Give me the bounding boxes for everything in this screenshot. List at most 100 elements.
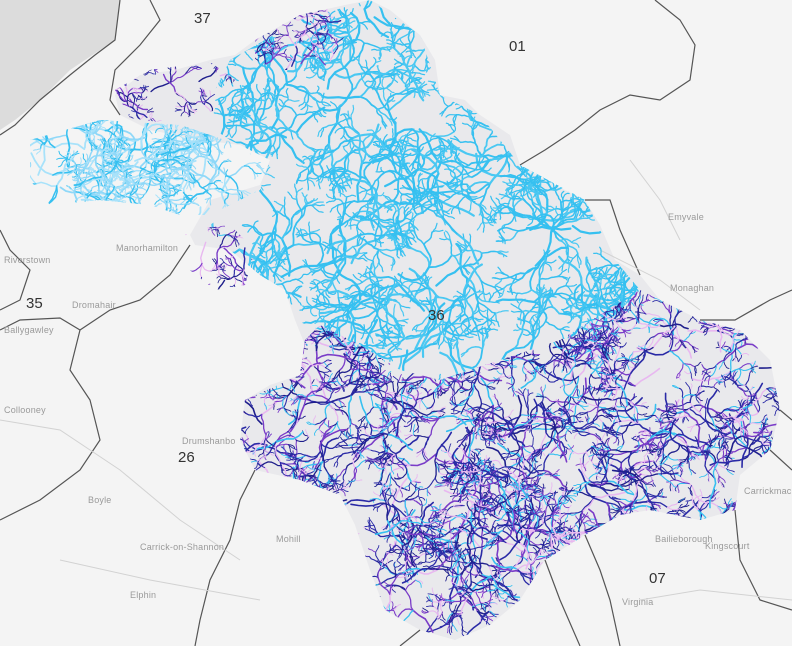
river-segment xyxy=(402,234,409,248)
river-segment xyxy=(570,17,583,27)
river-segment xyxy=(562,114,569,125)
river-segment xyxy=(350,104,355,120)
river-segment xyxy=(583,100,594,108)
river-segment xyxy=(234,109,241,119)
river-segment xyxy=(590,158,602,173)
river-segment xyxy=(291,285,303,295)
river-segment xyxy=(417,146,421,170)
river-segment xyxy=(252,289,266,302)
river-segment xyxy=(651,202,657,209)
river-segment xyxy=(537,36,551,40)
river-segment xyxy=(546,289,552,302)
river-segment xyxy=(309,61,316,70)
river-segment xyxy=(569,103,575,122)
river-segment xyxy=(567,57,577,66)
river-segment xyxy=(567,315,574,324)
river-segment xyxy=(501,133,511,139)
river-segment xyxy=(609,186,636,202)
river-segment xyxy=(330,0,336,8)
river-segment xyxy=(636,270,640,278)
river-segment xyxy=(618,24,625,37)
river-segment xyxy=(567,30,577,39)
river-segment xyxy=(269,255,278,265)
river-segment xyxy=(501,204,518,214)
river-segment xyxy=(466,181,491,191)
river-segment xyxy=(255,276,266,284)
river-segment xyxy=(323,306,338,318)
river-segment xyxy=(488,301,500,304)
river-segment xyxy=(156,214,163,215)
river-segment xyxy=(534,81,560,93)
river-segment xyxy=(516,212,544,221)
river-segment xyxy=(527,62,534,73)
river-segment xyxy=(178,271,182,280)
river-segment xyxy=(495,208,503,217)
river-segment xyxy=(394,319,401,331)
river-segment xyxy=(618,76,633,85)
river-segment xyxy=(200,11,208,14)
river-segment xyxy=(442,423,452,426)
river-segment xyxy=(452,325,462,334)
river-segment xyxy=(609,36,625,47)
river-segment xyxy=(232,298,240,315)
river-segment xyxy=(187,262,189,269)
river-segment xyxy=(273,95,278,117)
river-segment xyxy=(166,254,173,258)
river-segment xyxy=(373,215,388,224)
river-segment xyxy=(13,175,15,181)
river-segment xyxy=(220,358,240,373)
river-segment xyxy=(534,231,553,267)
river-segment xyxy=(456,0,481,7)
river-segment xyxy=(394,62,403,66)
river-segment xyxy=(376,160,382,172)
river-segment xyxy=(681,55,684,63)
river-segment xyxy=(253,171,256,180)
river-segment xyxy=(325,351,335,361)
river-segment xyxy=(519,30,541,41)
river-segment xyxy=(324,51,330,62)
river-segment xyxy=(127,245,134,247)
river-segment xyxy=(706,213,714,222)
river-segment xyxy=(563,39,573,43)
river-segment xyxy=(293,204,313,216)
river-segment xyxy=(319,159,324,168)
river-segment xyxy=(331,245,343,259)
river-segment xyxy=(0,148,4,149)
river-segment xyxy=(487,30,502,39)
river-segment xyxy=(659,73,666,80)
river-segment xyxy=(393,215,399,227)
river-segment xyxy=(542,160,547,174)
river-segment xyxy=(132,376,144,384)
river-segment xyxy=(156,276,163,281)
river-segment xyxy=(584,130,589,142)
river-segment xyxy=(240,287,258,293)
river-segment xyxy=(169,236,172,243)
river-segment xyxy=(392,199,410,205)
river-segment xyxy=(267,342,273,353)
river-segment xyxy=(462,265,471,274)
river-segment xyxy=(39,110,45,116)
river-segment xyxy=(358,62,367,75)
river-segment xyxy=(502,181,515,186)
river-segment xyxy=(610,24,634,55)
river-segment xyxy=(154,248,159,256)
river-segment xyxy=(631,135,640,143)
river-segment xyxy=(126,383,133,387)
river-segment xyxy=(182,315,190,319)
river-segment xyxy=(236,385,252,402)
river-segment xyxy=(308,221,311,234)
river-segment xyxy=(123,384,132,388)
river-segment xyxy=(664,60,685,74)
river-segment xyxy=(209,352,221,359)
river-segment xyxy=(164,383,178,391)
river-segment xyxy=(669,148,670,157)
river-segment xyxy=(539,297,545,317)
river-segment xyxy=(316,72,325,81)
river-segment xyxy=(73,214,77,215)
river-segment xyxy=(496,251,505,258)
river-segment xyxy=(175,13,184,16)
river-segment xyxy=(13,176,20,181)
river-segment xyxy=(437,82,450,93)
river-segment xyxy=(509,8,519,14)
